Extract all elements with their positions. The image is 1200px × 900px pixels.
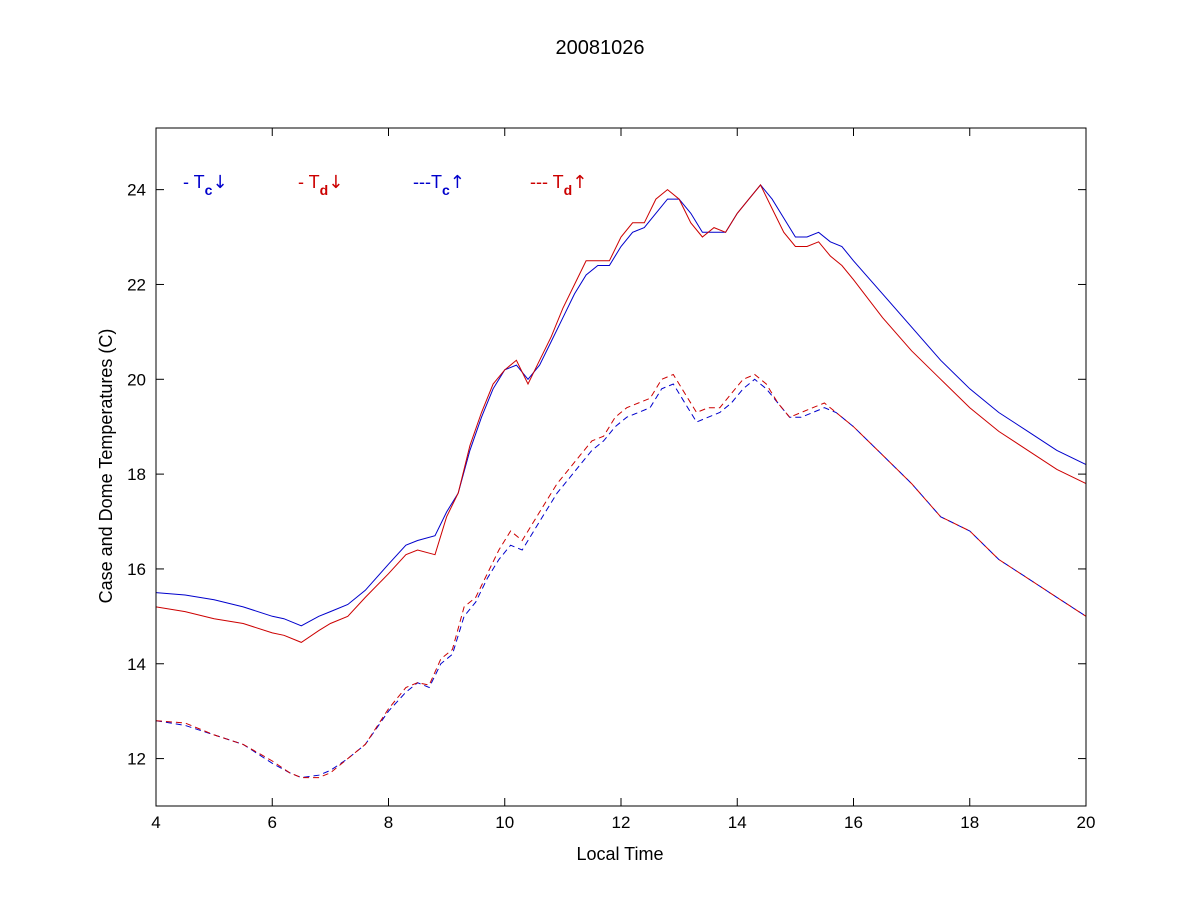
y-tick-label: 12 <box>127 750 146 769</box>
legend-entry-4: --- Td↑ <box>530 172 587 198</box>
y-tick-label: 22 <box>127 275 146 294</box>
legend: - Tc↓ - Td↓ ---Tc↑ --- Td↑ <box>183 172 587 198</box>
y-axis-label: Case and Dome Temperatures (C) <box>96 329 116 604</box>
x-tick-label: 12 <box>612 813 631 832</box>
y-tick-label: 14 <box>127 655 146 674</box>
legend-entry-3: ---Tc↑ <box>413 172 465 198</box>
legend-entry-2: - Td↓ <box>298 172 343 198</box>
x-tick-label: 14 <box>728 813 747 832</box>
x-tick-label: 4 <box>151 813 160 832</box>
chart-title: 20081026 <box>556 37 645 59</box>
series-line-4 <box>156 373 1086 779</box>
x-tick-label: 18 <box>960 813 979 832</box>
plot-frame <box>155 127 1087 807</box>
axis-ticks: 4 6 8 10 12 14 16 18 20 12 14 16 18 20 22 24 <box>127 128 1095 832</box>
series-line-1 <box>156 184 1086 627</box>
x-tick-label: 6 <box>268 813 277 832</box>
x-axis-label: Local Time <box>576 844 663 864</box>
legend-entry-1: - Tc↓ <box>183 172 228 198</box>
y-tick-label: 16 <box>127 560 146 579</box>
series-group <box>156 183 1086 779</box>
x-tick-label: 8 <box>384 813 393 832</box>
y-tick-label: 20 <box>127 370 146 389</box>
x-tick-label: 10 <box>495 813 514 832</box>
y-tick-label: 18 <box>127 465 146 484</box>
series-line-3 <box>156 378 1086 779</box>
x-tick-label: 16 <box>844 813 863 832</box>
y-tick-label: 24 <box>127 181 146 200</box>
x-tick-label: 20 <box>1077 813 1096 832</box>
series-line-2 <box>156 183 1086 643</box>
